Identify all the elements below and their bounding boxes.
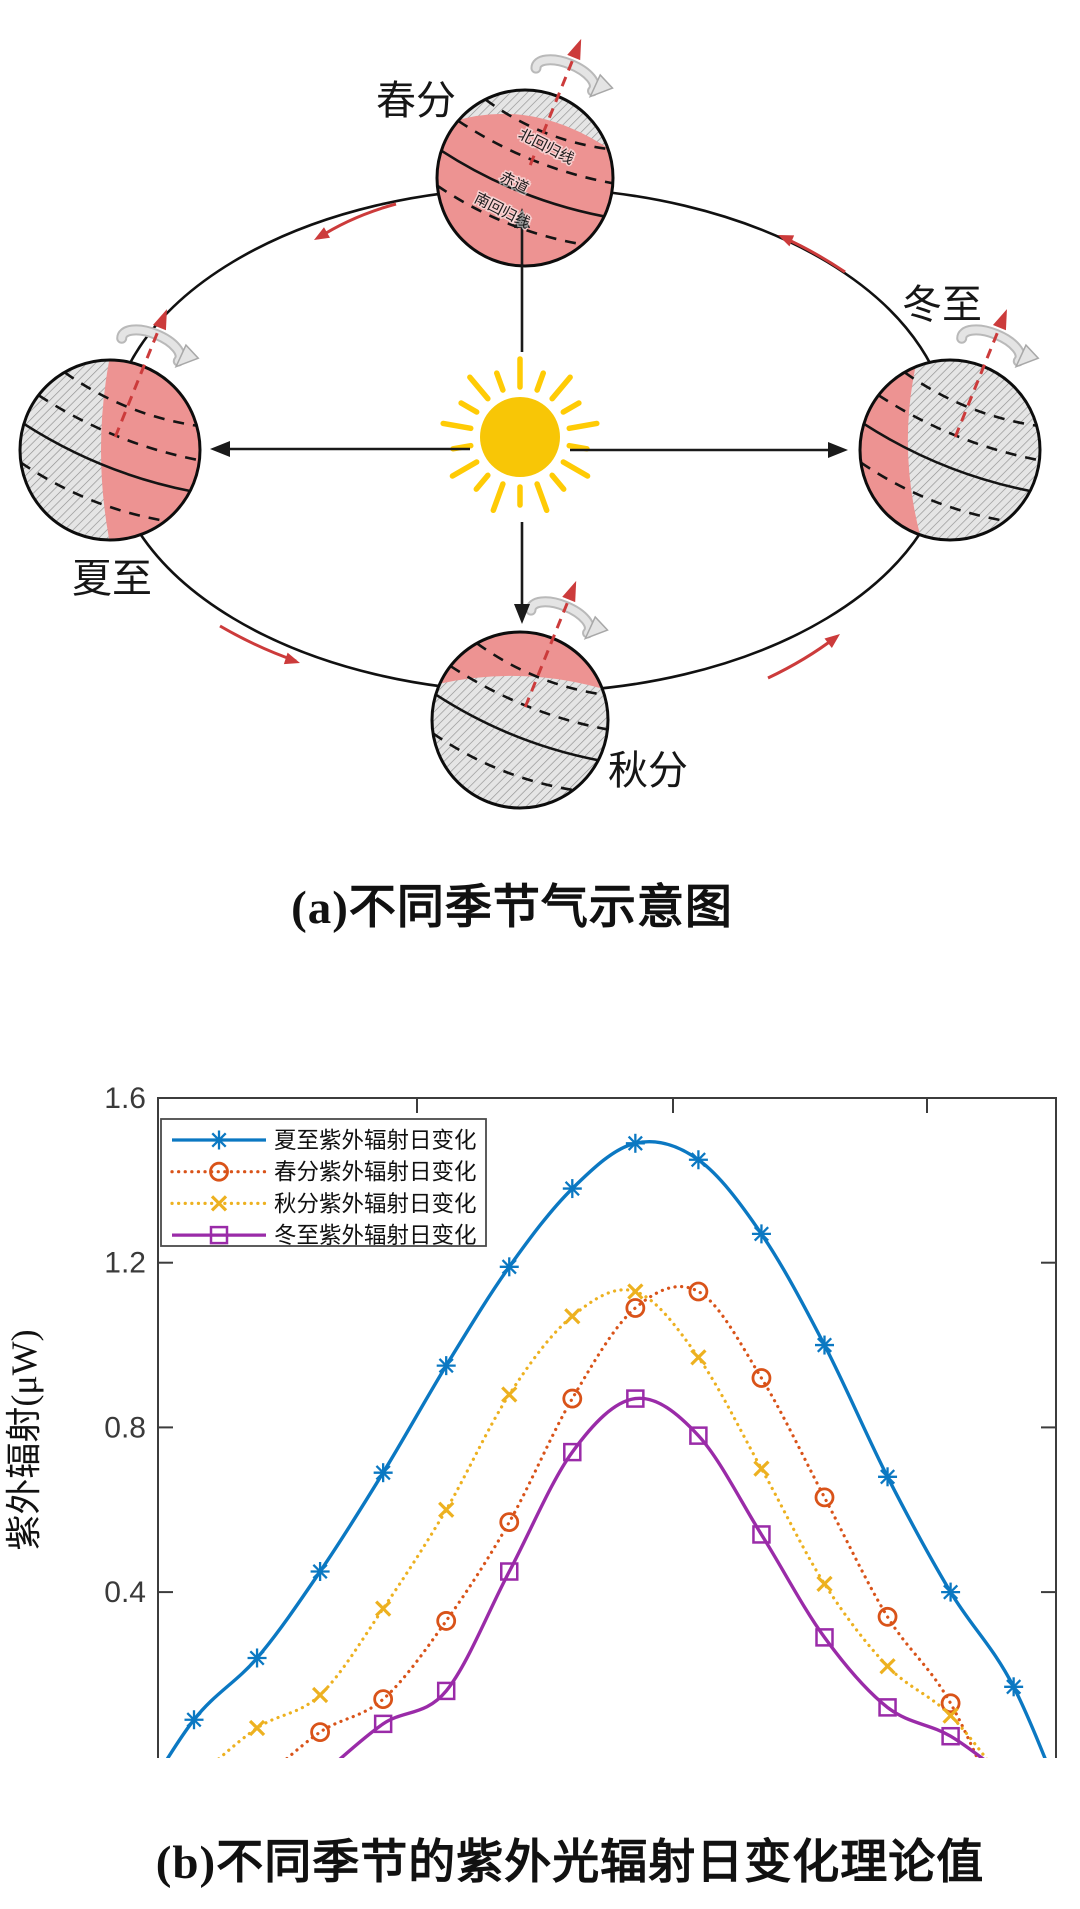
data-point-marker-square: [626, 1389, 645, 1408]
data-point-marker-circle: [751, 1368, 772, 1388]
data-point-marker-circle: [436, 1611, 457, 1631]
data-point-marker-square: [689, 1426, 708, 1445]
legend-item: 夏至紫外辐射日变化: [172, 1128, 477, 1153]
uv-chart: 1.6 1.2 0.8 0.4 紫外辐射(μW) 夏至紫外辐射日变化春分紫外辐射日变化…: [4, 1082, 1057, 1758]
legend-label: 秋分紫外辐射日变化: [274, 1191, 477, 1216]
data-point-marker-x: [375, 1600, 392, 1617]
data-point-marker-circle: [814, 1487, 835, 1508]
data-point-marker-x: [501, 1386, 518, 1403]
data-point-marker-x: [942, 1707, 959, 1724]
data-point-marker-circle: [310, 1722, 331, 1742]
data-point-marker-x: [438, 1501, 455, 1518]
data-point-marker-x: [248, 1719, 266, 1737]
seasons-diagram: 北回归线 赤道 南回归线 春分 夏至 冬至 秋分: [18, 38, 1042, 810]
legend-item: 秋分紫外辐射日变化: [170, 1191, 477, 1216]
data-point-marker-asterisk: [625, 1133, 645, 1153]
legend-label: 冬至紫外辐射日变化: [274, 1223, 477, 1248]
season-label-spring: 春分: [376, 78, 456, 123]
legend-item: 冬至紫外辐射日变化: [172, 1223, 477, 1248]
data-point-marker-asterisk: [209, 1130, 229, 1150]
series-line: [285, 1285, 980, 1758]
data-point-marker-x: [816, 1575, 833, 1592]
data-point-marker-x: [627, 1283, 644, 1300]
caption-b: (b)不同季节的紫外光辐射日变化理论值: [155, 1837, 985, 1889]
axis-ticks: [158, 1097, 1056, 1594]
season-label-winter: 冬至: [902, 282, 982, 327]
sun-icon: [440, 356, 600, 514]
data-point-marker-square: [752, 1525, 771, 1544]
data-point-marker-asterisk: [815, 1335, 834, 1355]
data-point-marker-circle: [625, 1298, 646, 1318]
data-point-marker-x: [311, 1686, 329, 1704]
data-point-marker-square: [563, 1442, 582, 1462]
y-tick-label: 1.2: [104, 1247, 146, 1280]
data-point-marker-square: [941, 1726, 960, 1746]
data-point-marker-square: [436, 1681, 456, 1701]
series-line: [338, 1396, 985, 1758]
data-point-marker-asterisk: [941, 1582, 961, 1602]
data-point-marker-square: [500, 1562, 519, 1581]
data-point-marker-asterisk: [247, 1648, 267, 1668]
globe-autumn-equinox: [430, 580, 610, 810]
earth-globes: [18, 38, 1042, 810]
data-point-marker-asterisk: [373, 1463, 393, 1483]
rotation-axis-and-ribbon: [113, 309, 200, 438]
data-point-marker-asterisk: [688, 1150, 708, 1170]
legend-item: 春分紫外辐射日变化: [170, 1160, 477, 1185]
y-axis-label: 紫外辐射(μW): [4, 1329, 44, 1550]
data-point-marker-asterisk: [878, 1467, 898, 1487]
sun-disc: [480, 397, 560, 477]
y-tick-label: 1.6: [104, 1082, 146, 1115]
data-point-marker-x: [210, 1195, 228, 1212]
data-point-marker-circle: [209, 1161, 229, 1182]
legend-label: 春分紫外辐射日变化: [274, 1160, 477, 1185]
data-point-marker-circle: [499, 1512, 520, 1533]
series-curves: [165, 1140, 1047, 1758]
data-point-marker-circle: [373, 1689, 394, 1710]
data-point-marker-x: [879, 1658, 896, 1675]
sun-rays: [440, 356, 600, 514]
series-line: [217, 1288, 988, 1758]
globe-winter-solstice: [858, 309, 1042, 542]
data-point-marker-asterisk: [310, 1562, 330, 1582]
data-point-marker-asterisk: [436, 1356, 456, 1376]
y-tick-label: 0.8: [104, 1411, 146, 1444]
data-point-marker-asterisk: [499, 1257, 519, 1277]
season-labels: 春分 夏至 冬至 秋分: [72, 78, 982, 793]
data-point-marker-square: [373, 1714, 393, 1734]
caption-a: (a)不同季节气示意图: [291, 882, 733, 934]
data-point-marker-circle: [562, 1388, 583, 1409]
season-label-summer: 夏至: [72, 556, 152, 601]
data-point-marker-asterisk: [184, 1710, 204, 1730]
data-point-marker-asterisk: [1004, 1677, 1024, 1697]
data-point-marker-x: [753, 1460, 770, 1477]
data-point-marker-square: [815, 1628, 834, 1647]
sunlight-arrows: [210, 208, 848, 624]
globe-summer-solstice: [18, 309, 202, 542]
data-point-marker-square: [209, 1225, 229, 1245]
data-point-marker-circle: [940, 1693, 961, 1714]
data-point-marker-asterisk: [751, 1224, 771, 1244]
data-point-marker-circle: [688, 1281, 709, 1302]
data-point-marker-square: [878, 1698, 897, 1717]
revolution-arrows: [219, 202, 846, 680]
data-point-marker-asterisk: [562, 1179, 582, 1199]
series-markers: [184, 1133, 1024, 1746]
data-point-marker-x: [564, 1308, 581, 1325]
legend-label: 夏至紫外辐射日变化: [274, 1128, 477, 1153]
series-line: [165, 1140, 1047, 1758]
y-tick-label: 0.4: [104, 1576, 146, 1609]
data-point-marker-circle: [877, 1606, 898, 1627]
season-label-autumn: 秋分: [608, 748, 688, 793]
rotation-axis-and-ribbon: [953, 309, 1040, 438]
data-point-marker-x: [690, 1349, 707, 1366]
y-tick-labels: 1.6 1.2 0.8 0.4: [104, 1082, 146, 1609]
globe-spring-equinox: [435, 38, 615, 268]
